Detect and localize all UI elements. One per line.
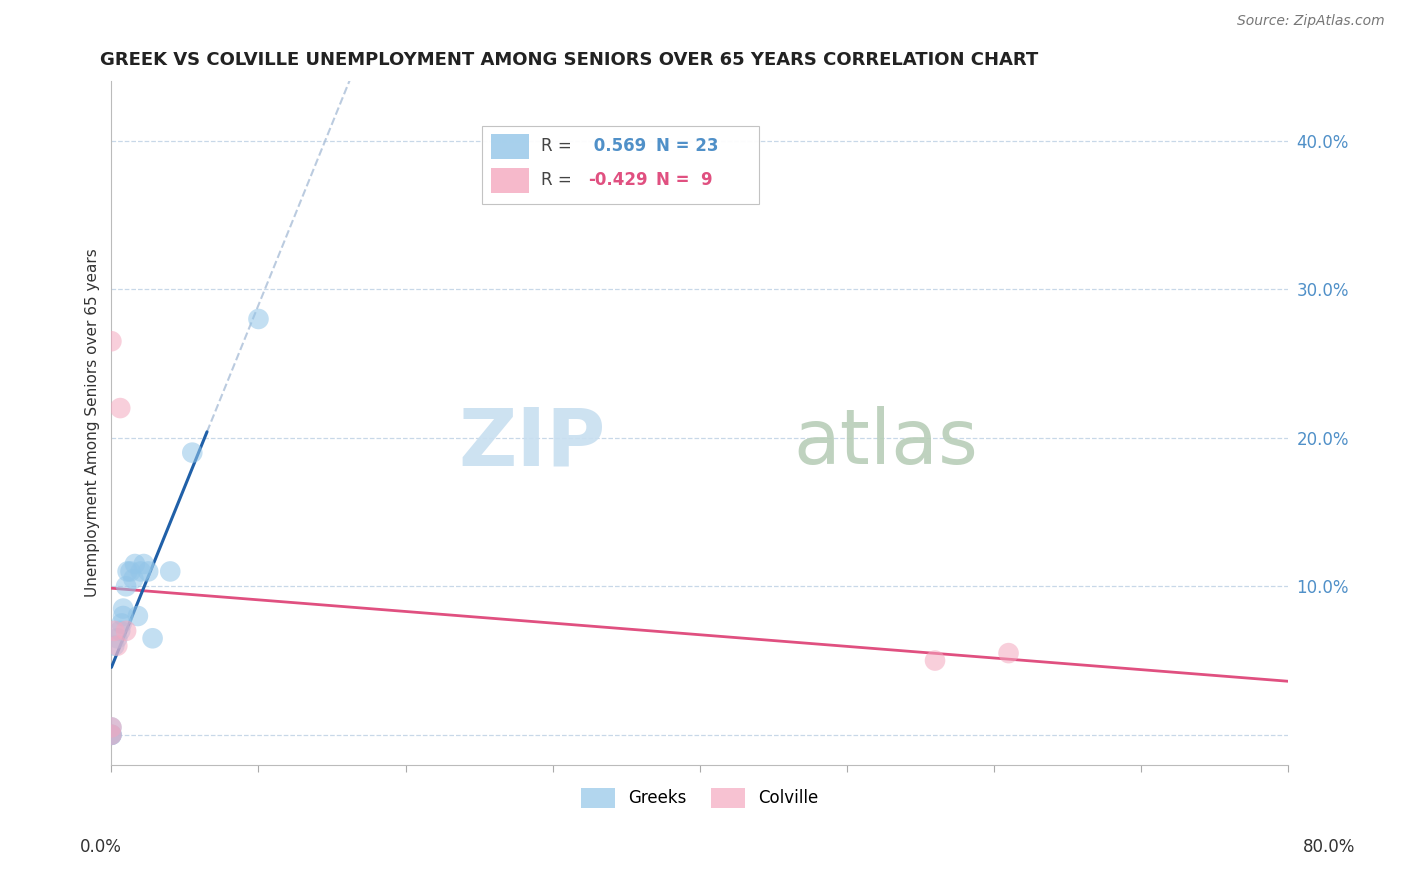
Point: [247, 312, 270, 326]
Point: [181, 445, 204, 459]
Point: [103, 624, 125, 638]
Point: [100, 728, 122, 742]
Point: [129, 565, 152, 579]
Text: R =: R =: [541, 171, 572, 189]
Point: [112, 609, 135, 624]
Point: [115, 579, 138, 593]
Point: [997, 646, 1019, 660]
Text: GREEK VS COLVILLE UNEMPLOYMENT AMONG SENIORS OVER 65 YEARS CORRELATION CHART: GREEK VS COLVILLE UNEMPLOYMENT AMONG SEN…: [100, 51, 1038, 69]
Point: [100, 728, 122, 742]
Point: [122, 572, 145, 586]
Point: [110, 401, 132, 415]
Text: atlas: atlas: [794, 407, 979, 481]
Point: [132, 557, 155, 571]
Point: [100, 334, 122, 349]
Text: N =  9: N = 9: [657, 171, 713, 189]
Point: [117, 565, 139, 579]
Point: [110, 624, 132, 638]
Legend: Greeks, Colville: Greeks, Colville: [575, 781, 825, 814]
Point: [111, 616, 134, 631]
Text: R =: R =: [541, 137, 572, 155]
Y-axis label: Unemployment Among Seniors over 65 years: Unemployment Among Seniors over 65 years: [86, 249, 100, 598]
Point: [142, 632, 165, 646]
Point: [924, 654, 946, 668]
Point: [159, 565, 181, 579]
Point: [127, 609, 149, 624]
Point: [136, 565, 159, 579]
Point: [100, 728, 122, 742]
Text: ZIP: ZIP: [458, 404, 606, 483]
Point: [103, 639, 125, 653]
Point: [105, 632, 128, 646]
Point: [120, 565, 142, 579]
Point: [100, 720, 122, 734]
Text: 80.0%: 80.0%: [1302, 838, 1355, 855]
Text: Source: ZipAtlas.com: Source: ZipAtlas.com: [1237, 14, 1385, 28]
Text: -0.429: -0.429: [588, 171, 648, 189]
FancyBboxPatch shape: [492, 134, 529, 159]
Text: 0.569: 0.569: [588, 137, 647, 155]
FancyBboxPatch shape: [482, 126, 758, 204]
Text: 0.0%: 0.0%: [80, 838, 122, 855]
Point: [100, 728, 122, 742]
Point: [105, 639, 128, 653]
Point: [124, 557, 146, 571]
Point: [100, 720, 122, 734]
Point: [112, 601, 135, 615]
Text: N = 23: N = 23: [657, 137, 718, 155]
Point: [115, 624, 138, 638]
FancyBboxPatch shape: [492, 168, 529, 193]
